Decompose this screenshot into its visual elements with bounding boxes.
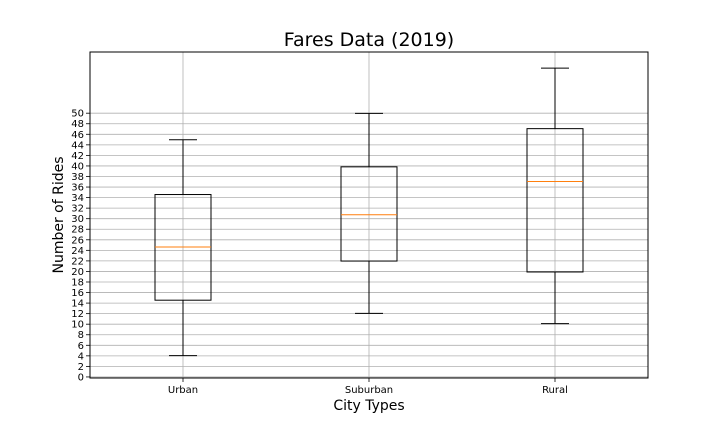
y-tick-label: 4 bbox=[78, 351, 84, 362]
x-tick-label: Rural bbox=[542, 385, 568, 396]
box-urban bbox=[154, 139, 212, 357]
y-tick-label: 40 bbox=[71, 161, 84, 172]
y-tick-label: 16 bbox=[71, 288, 84, 299]
y-tick-label: 18 bbox=[71, 277, 84, 288]
y-tick-label: 42 bbox=[71, 151, 84, 162]
iqr-box bbox=[340, 166, 398, 262]
y-tick-label: 0 bbox=[78, 372, 84, 383]
y-tick-label: 14 bbox=[71, 299, 84, 310]
x-tick-label: Suburban bbox=[345, 385, 393, 396]
plot-area-frame bbox=[89, 51, 649, 379]
y-tick-label: 26 bbox=[71, 235, 84, 246]
y-tick-label: 10 bbox=[71, 320, 84, 331]
y-tick-label: 24 bbox=[71, 246, 84, 257]
y-tick-label: 46 bbox=[71, 130, 84, 141]
y-tick-label: 32 bbox=[71, 204, 84, 215]
y-tick-label: 38 bbox=[71, 172, 84, 183]
y-tick-label: 44 bbox=[71, 140, 84, 151]
y-tick-label: 30 bbox=[71, 214, 84, 225]
x-axis-label: City Types bbox=[333, 398, 404, 414]
iqr-box bbox=[526, 128, 584, 273]
y-tick-label: 28 bbox=[71, 225, 84, 236]
y-tick-label: 50 bbox=[71, 109, 84, 120]
y-tick-label: 22 bbox=[71, 256, 84, 267]
y-tick-label: 20 bbox=[71, 267, 84, 278]
chart-title: Fares Data (2019) bbox=[284, 29, 454, 51]
y-tick-label: 36 bbox=[71, 183, 84, 194]
y-tick-label: 8 bbox=[78, 330, 84, 341]
box-suburban bbox=[340, 112, 398, 314]
axis-ticks: 0246810121416182022242628303234363840424… bbox=[71, 109, 568, 396]
y-tick-label: 34 bbox=[71, 193, 84, 204]
y-tick-label: 48 bbox=[71, 119, 84, 130]
y-tick-label: 2 bbox=[78, 362, 84, 373]
box-rural bbox=[526, 67, 584, 325]
y-tick-label: 12 bbox=[71, 309, 84, 320]
box-series bbox=[154, 67, 584, 357]
x-tick-label: Urban bbox=[168, 385, 198, 396]
y-tick-label: 6 bbox=[78, 341, 84, 352]
y-axis-label: Number of Rides bbox=[51, 156, 67, 273]
